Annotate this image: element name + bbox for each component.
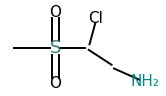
Text: O: O: [49, 76, 61, 91]
Text: S: S: [50, 39, 61, 57]
Text: Cl: Cl: [89, 11, 103, 26]
Text: O: O: [49, 5, 61, 20]
Text: NH₂: NH₂: [130, 74, 160, 89]
